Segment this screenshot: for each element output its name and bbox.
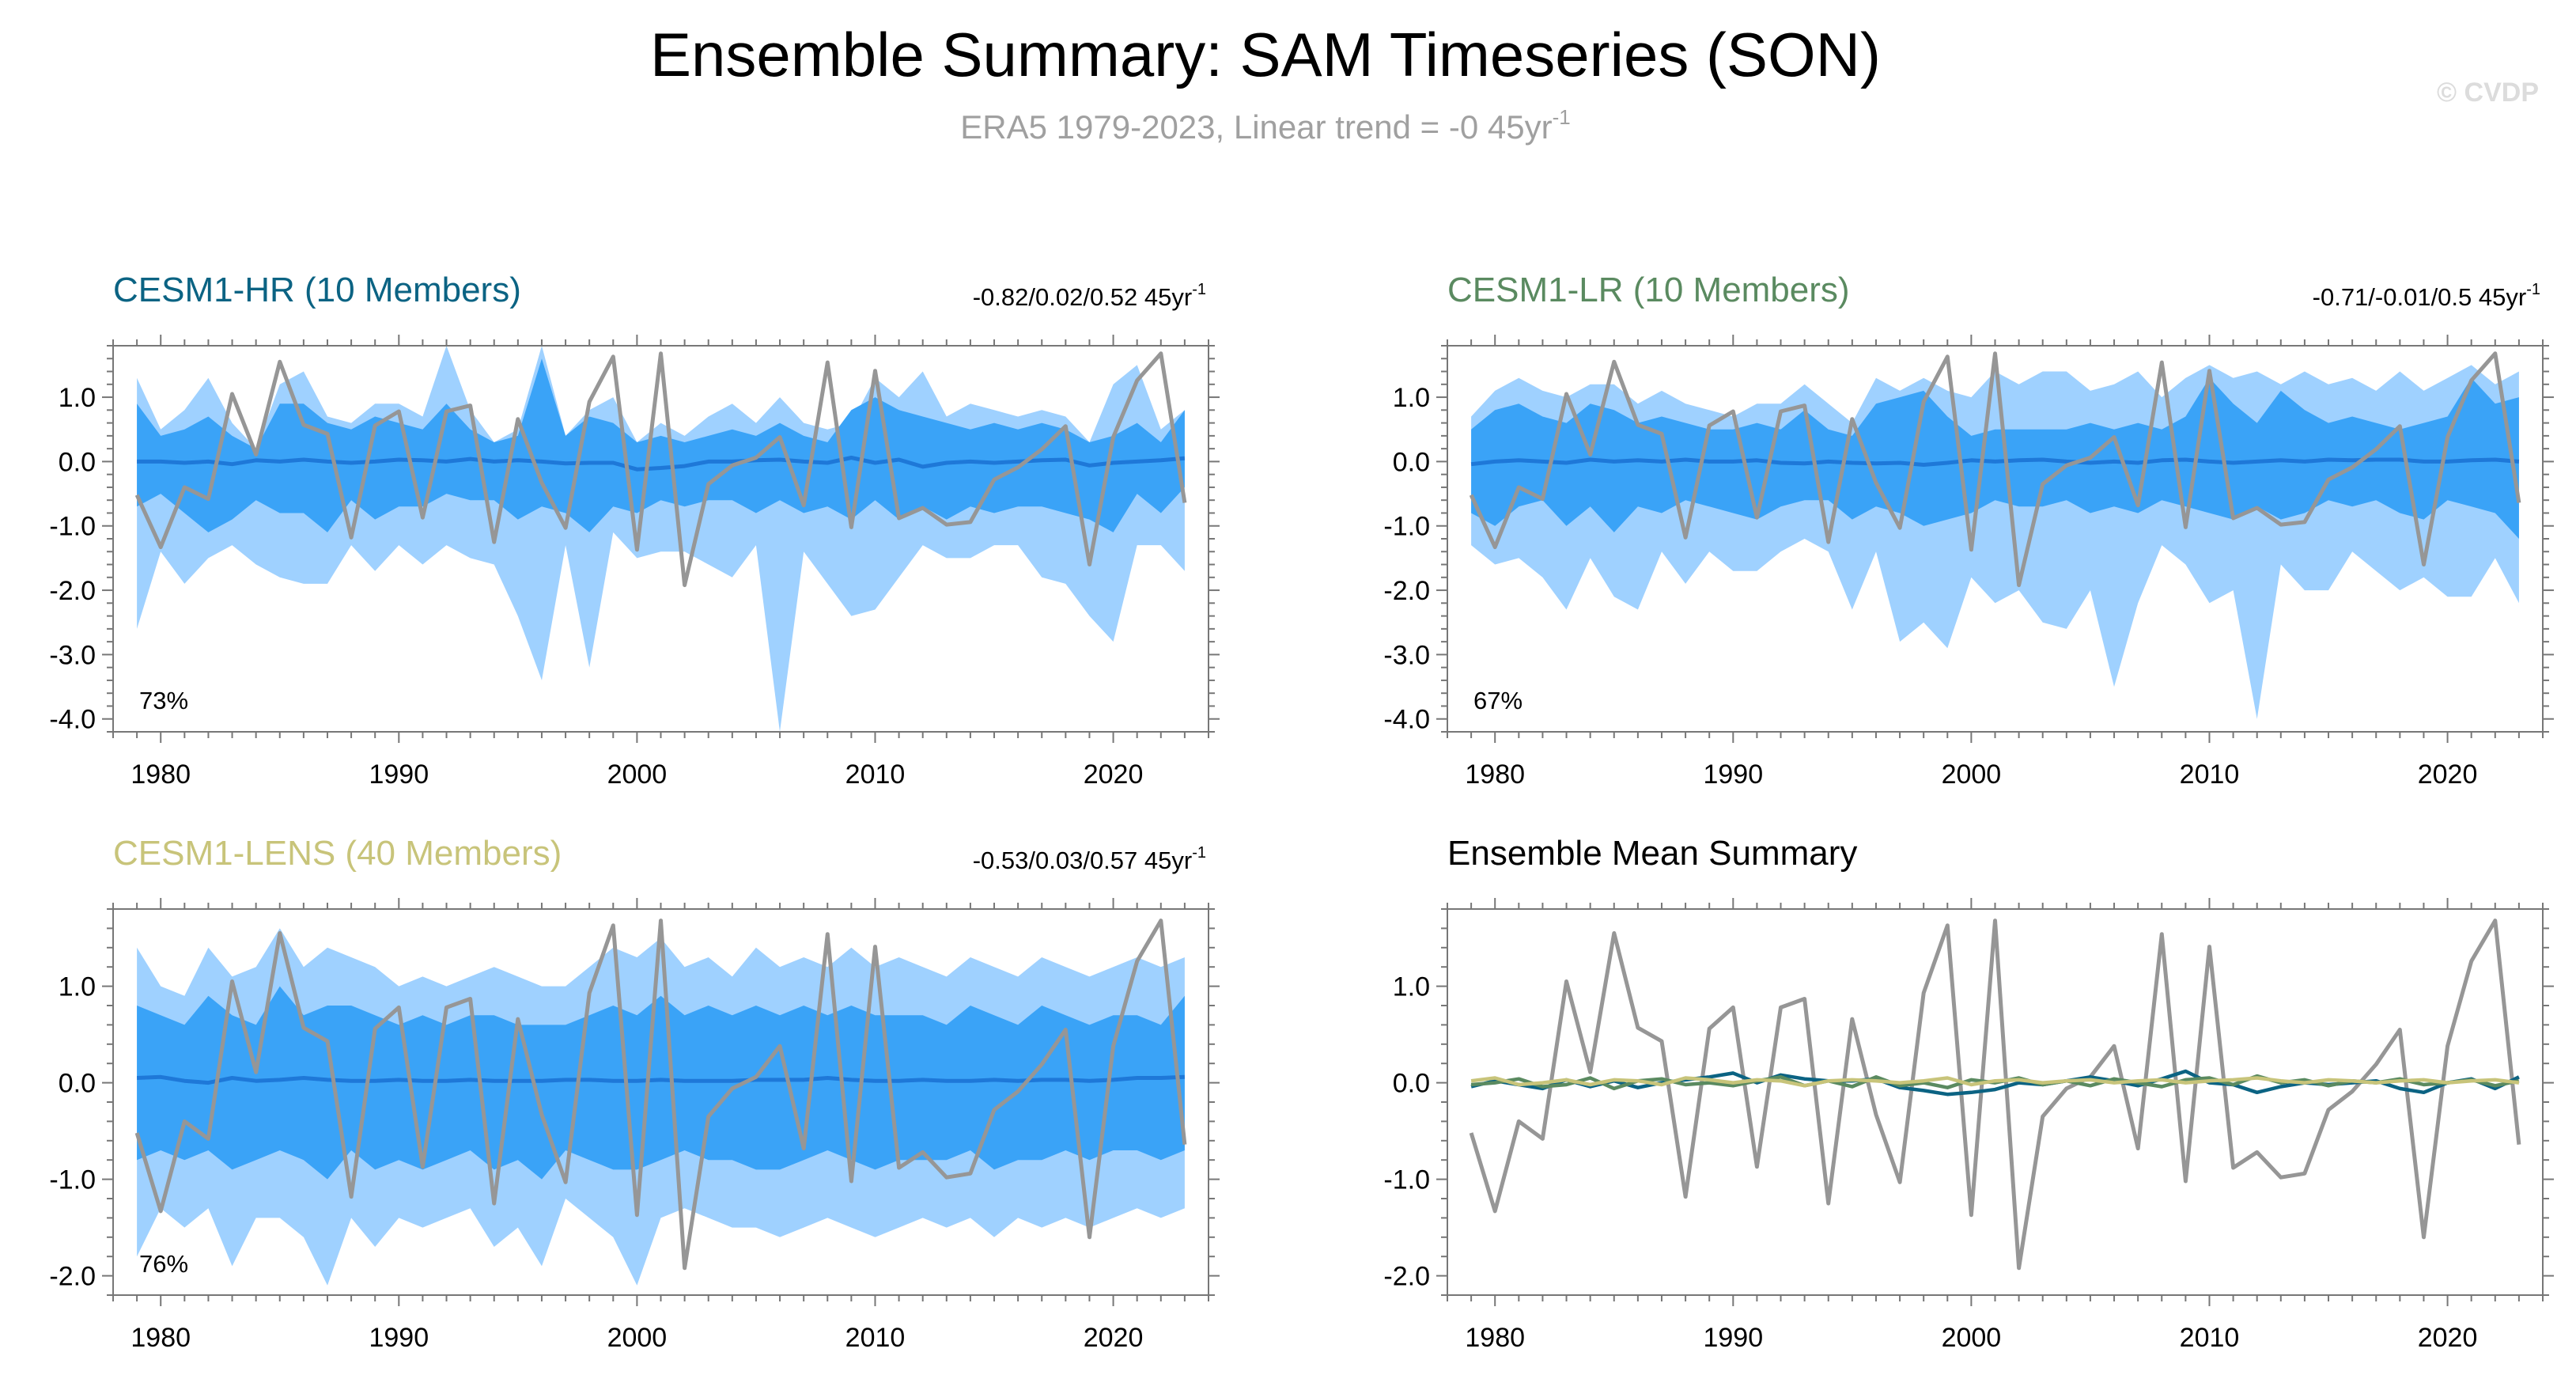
x-tick-label-summary: 2000 <box>1942 1323 2002 1353</box>
trend-stats-hr-sup: -1 <box>1192 281 1206 298</box>
x-tick-label-hr: 2020 <box>1084 760 1144 790</box>
y-tick-label-summary: 1.0 <box>1393 972 1430 1002</box>
inner-spread-band-hr <box>137 358 1185 532</box>
y-tick-label-lr: -3.0 <box>1383 640 1430 670</box>
panel-title-lr: CESM1-LR (10 Members) <box>1447 271 1850 309</box>
x-tick-label-lr: 1980 <box>1465 760 1525 790</box>
panel-title-lens: CESM1-LENS (40 Members) <box>113 834 562 873</box>
y-tick-label-hr: 0.0 <box>59 447 96 477</box>
x-tick-label-hr: 1980 <box>131 760 191 790</box>
y-tick-label-lr: 0.0 <box>1393 447 1430 477</box>
y-tick-label-lens: 1.0 <box>59 972 96 1002</box>
percent-label-hr: 73% <box>139 687 188 714</box>
panel-cesm1-hr: CESM1-HR (10 Members) -0.82/0.02/0.52 45… <box>49 271 1220 790</box>
panel-ensemble-mean-summary: Ensemble Mean Summary 1980 1990 2000 2010 20… <box>1383 834 2554 1353</box>
observed-line-lr <box>1469 351 2521 588</box>
y-tick-label-summary: 0.0 <box>1393 1069 1430 1099</box>
x-tick-label-lens: 2020 <box>1084 1323 1144 1353</box>
figure-title: Ensemble Summary: SAM Timeseries (SON) <box>650 20 1881 89</box>
plot-area-summary <box>1469 919 2521 1271</box>
trend-stats-lens: -0.53/0.03/0.57 45yr-1 <box>973 844 1206 874</box>
plot-area-lens <box>134 919 1187 1286</box>
panel-title-summary: Ensemble Mean Summary <box>1447 834 1857 873</box>
trend-stats-lr-sup: -1 <box>2526 281 2540 298</box>
trend-stats-hr-text: -0.82/0.02/0.52 45yr <box>973 283 1192 311</box>
series-line-cesm1-lr <box>1470 1074 2520 1091</box>
panel-title-hr: CESM1-HR (10 Members) <box>113 271 521 309</box>
credit-watermark: © CVDP <box>2437 78 2539 108</box>
y-tick-label-hr: -3.0 <box>49 640 96 670</box>
observed-line-hr <box>134 351 1187 588</box>
observed-line-lens <box>134 919 1187 1271</box>
x-tick-label-lens: 1990 <box>369 1323 429 1353</box>
y-tick-label-hr: -2.0 <box>49 576 96 606</box>
y-tick-label-lens: -1.0 <box>49 1165 96 1195</box>
x-tick-label-lr: 2020 <box>2418 760 2478 790</box>
plot-frame-summary <box>1447 908 2544 1296</box>
y-tick-label-summary: -1.0 <box>1383 1165 1430 1195</box>
y-tick-label-lens: 0.0 <box>59 1069 96 1099</box>
ensemble-mean-line-lens <box>137 1074 1185 1085</box>
percent-label-lr: 67% <box>1473 687 1523 714</box>
trend-stats-lens-text: -0.53/0.03/0.57 45yr <box>973 847 1192 874</box>
x-tick-label-summary: 1980 <box>1465 1323 1525 1353</box>
x-tick-label-lr: 2000 <box>1942 760 2002 790</box>
subtitle-superscript: -1 <box>1553 105 1571 129</box>
series-line-era5 <box>1469 919 2521 1271</box>
plot-area-hr <box>134 346 1187 732</box>
y-tick-label-lr: -4.0 <box>1383 705 1430 735</box>
figure-subtitle: ERA5 1979-2023, Linear trend = -0 45yr-1 <box>960 105 1570 146</box>
y-tick-label-hr: -4.0 <box>49 705 96 735</box>
inner-spread-band-lr <box>1471 377 2519 539</box>
x-tick-label-lr: 1990 <box>1703 760 1763 790</box>
inner-spread-band-lens <box>137 986 1185 1180</box>
x-tick-label-summary: 1990 <box>1703 1323 1763 1353</box>
y-tick-label-hr: -1.0 <box>49 512 96 542</box>
y-tick-label-lr: -2.0 <box>1383 576 1430 606</box>
y-tick-label-lens: -2.0 <box>49 1262 96 1292</box>
x-tick-label-hr: 1990 <box>369 760 429 790</box>
x-tick-label-lens: 2000 <box>607 1323 668 1353</box>
x-tick-label-summary: 2010 <box>2180 1323 2240 1353</box>
x-tick-label-summary: 2020 <box>2418 1323 2478 1353</box>
panel-cesm1-lr: CESM1-LR (10 Members) -0.71/-0.01/0.5 45… <box>1383 271 2554 790</box>
series-line-cesm1-lens <box>1470 1076 2520 1088</box>
x-tick-label-lr: 2010 <box>2180 760 2240 790</box>
trend-stats-lens-sup: -1 <box>1192 844 1206 862</box>
ensemble-mean-line-lr <box>1470 457 2520 467</box>
trend-stats-hr: -0.82/0.02/0.52 45yr-1 <box>973 281 1206 311</box>
y-tick-label-summary: -2.0 <box>1383 1262 1430 1292</box>
x-tick-label-lens: 2010 <box>845 1323 906 1353</box>
x-tick-label-hr: 2000 <box>607 760 668 790</box>
subtitle-text: ERA5 1979-2023, Linear trend = -0 45yr <box>960 108 1552 146</box>
x-tick-label-hr: 2010 <box>845 760 906 790</box>
y-tick-label-lr: -1.0 <box>1383 512 1430 542</box>
y-tick-label-hr: 1.0 <box>59 383 96 413</box>
trend-stats-lr-text: -0.71/-0.01/0.5 45yr <box>2313 283 2527 311</box>
ensemble-mean-line-hr <box>137 456 1186 472</box>
x-tick-label-lens: 1980 <box>131 1323 191 1353</box>
percent-label-lens: 76% <box>139 1250 188 1278</box>
panel-cesm1-lens: CESM1-LENS (40 Members) -0.53/0.03/0.57 … <box>49 834 1220 1353</box>
plot-area-lr <box>1469 351 2521 719</box>
trend-stats-lr: -0.71/-0.01/0.5 45yr-1 <box>2313 281 2540 311</box>
y-tick-label-lr: 1.0 <box>1393 383 1430 413</box>
